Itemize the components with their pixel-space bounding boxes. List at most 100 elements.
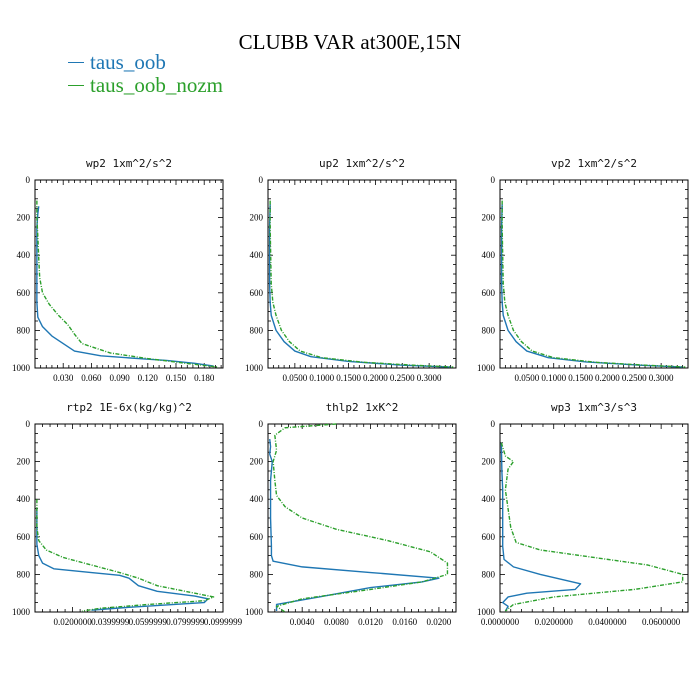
x-tick-label: 0.030: [53, 373, 74, 383]
series-line-taus-oob: [269, 438, 440, 612]
panel-4: rtp2 1E-6x(kg/kg)^2 0 200 400 600 800 1000 0.02…: [12, 401, 243, 627]
legend-item-taus-oob-nozm: taus_oob_nozm: [68, 73, 223, 97]
x-tick-label: 0.0500: [514, 373, 539, 383]
panel-1: wp2 1xm^2/s^2 0 200 400 600 800 1000 0.030 0.060…: [12, 157, 224, 383]
x-tick-label: 0.2000: [363, 373, 388, 383]
x-tick-label: 0.1500: [568, 373, 593, 383]
x-tick-label: 0.0080: [324, 617, 349, 627]
x-tick-label: 0.1000: [541, 373, 566, 383]
y-tick-label: 0: [259, 175, 264, 185]
x-tick-label: 0.060: [81, 373, 102, 383]
x-tick-label: 0.0600000: [642, 617, 681, 627]
x-tick-label: 0.3000: [417, 373, 442, 383]
x-tick-label: 0.0120: [358, 617, 383, 627]
panel-title: vp2 1xm^2/s^2: [551, 157, 637, 170]
x-tick-label: 0.2500: [622, 373, 647, 383]
plot-frame: [34, 423, 224, 613]
x-tick-label: 0.0200000: [535, 617, 574, 627]
y-tick-label: 600: [482, 288, 496, 298]
y-tick-label: 600: [17, 288, 31, 298]
series-line-taus-oob-nozm: [501, 200, 686, 368]
y-tick-label: 600: [482, 532, 496, 542]
y-tick-label: 800: [17, 569, 31, 579]
panel-title: up2 1xm^2/s^2: [319, 157, 405, 170]
y-tick-label: 600: [250, 532, 264, 542]
x-tick-label: 0.0400000: [588, 617, 627, 627]
panel-title: thlp2 1xK^2: [326, 401, 399, 414]
series-line-taus-oob-nozm: [36, 499, 215, 612]
y-tick-label: 600: [17, 532, 31, 542]
series-line-taus-oob: [36, 508, 209, 611]
y-tick-label: 600: [250, 288, 264, 298]
series-line-taus-oob-nozm: [36, 200, 219, 368]
x-tick-label: 0.0200000: [53, 617, 92, 627]
panel-5: thlp2 1xK^2 0 200 400 600 800 1000 0.0040 0.0080…: [245, 401, 457, 627]
y-tick-label: 1000: [245, 363, 264, 373]
y-tick-label: 1000: [477, 363, 496, 373]
y-tick-label: 1000: [12, 607, 31, 617]
x-tick-label: 0.0999999: [204, 617, 243, 627]
plot-frame: [499, 179, 689, 369]
x-tick-label: 0.3000: [649, 373, 674, 383]
series-line-taus-oob: [36, 206, 214, 367]
y-tick-label: 400: [250, 494, 264, 504]
series-line-taus-oob: [268, 204, 451, 368]
y-tick-label: 200: [482, 457, 496, 467]
x-tick-label: 0.120: [138, 373, 159, 383]
y-tick-label: 1000: [245, 607, 264, 617]
y-tick-label: 0: [26, 175, 31, 185]
legend-item-taus-oob: taus_oob: [68, 50, 223, 74]
panel-3: vp2 1xm^2/s^2 0 200 400 600 800 1000 0.0500 0.10…: [477, 157, 689, 383]
legend-label-taus-oob: taus_oob: [90, 50, 166, 74]
plot-frame: [267, 179, 457, 369]
legend-line-taus-oob: [68, 62, 84, 63]
legend: taus_oob taus_oob_nozm: [68, 50, 223, 97]
y-tick-label: 1000: [12, 363, 31, 373]
panel-title: wp2 1xm^2/s^2: [86, 157, 172, 170]
x-tick-label: 0.1500: [336, 373, 361, 383]
x-tick-label: 0.0399999: [91, 617, 130, 627]
series-line-taus-oob: [500, 204, 683, 368]
x-tick-label: 0.090: [109, 373, 130, 383]
y-tick-label: 800: [482, 569, 496, 579]
panel-title: wp3 1xm^3/s^3: [551, 401, 637, 414]
x-tick-label: 0.0500: [282, 373, 307, 383]
x-tick-label: 0.0160: [392, 617, 417, 627]
x-tick-label: 0.0000000: [481, 617, 520, 627]
x-tick-label: 0.0599999: [129, 617, 168, 627]
y-tick-label: 1000: [477, 607, 496, 617]
y-tick-label: 0: [26, 419, 31, 429]
y-tick-label: 800: [17, 325, 31, 335]
x-tick-label: 0.0040: [290, 617, 315, 627]
y-tick-label: 400: [482, 494, 496, 504]
y-tick-label: 200: [17, 457, 31, 467]
y-tick-label: 0: [491, 175, 496, 185]
legend-line-taus-oob-nozm: [68, 85, 84, 86]
y-tick-label: 400: [482, 250, 496, 260]
y-tick-label: 0: [491, 419, 496, 429]
y-tick-label: 200: [250, 457, 264, 467]
plot-frame: [267, 423, 457, 613]
y-tick-label: 800: [482, 325, 496, 335]
series-line-taus-oob-nozm: [500, 442, 684, 612]
panel-2: up2 1xm^2/s^2 0 200 400 600 800 1000 0.0500 0.10…: [245, 157, 457, 383]
x-tick-label: 0.2000: [595, 373, 620, 383]
y-tick-label: 400: [17, 494, 31, 504]
x-tick-label: 0.1000: [309, 373, 334, 383]
y-tick-label: 200: [17, 213, 31, 223]
y-tick-label: 200: [482, 213, 496, 223]
y-tick-label: 200: [250, 213, 264, 223]
y-tick-label: 400: [17, 250, 31, 260]
plot-frame: [34, 179, 224, 369]
series-line-taus-oob-nozm: [272, 423, 449, 613]
legend-label-taus-oob-nozm: taus_oob_nozm: [90, 73, 223, 97]
y-tick-label: 800: [250, 325, 264, 335]
panel-title: rtp2 1E-6x(kg/kg)^2: [66, 401, 192, 414]
y-tick-label: 0: [259, 419, 264, 429]
series-line-taus-oob: [500, 442, 582, 612]
x-tick-label: 0.150: [166, 373, 187, 383]
y-tick-label: 400: [250, 250, 264, 260]
x-tick-label: 0.0200: [427, 617, 452, 627]
